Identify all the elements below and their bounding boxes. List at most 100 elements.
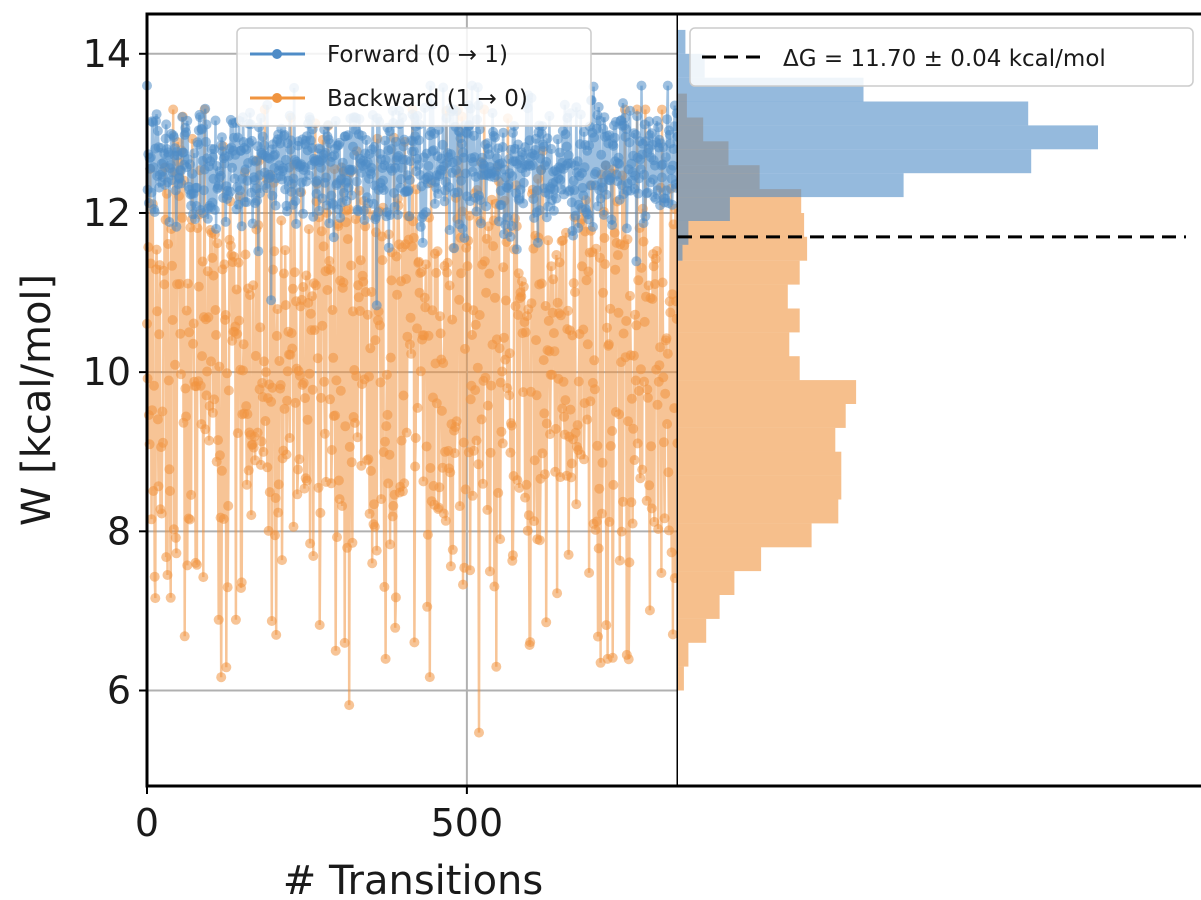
forward-point [182,115,193,126]
backward-point [170,359,181,370]
forward-point [396,162,407,173]
backward-point [369,521,380,532]
backward-point [307,291,318,302]
backward-point [593,631,603,642]
backward-point [552,297,563,308]
trace-series [142,80,683,738]
backward-point [421,441,432,452]
forward-point [359,215,370,225]
backward-point [661,333,672,344]
forward-point [404,211,415,222]
backward-point [231,284,242,295]
backward-point [427,305,438,316]
backward-point [287,343,298,354]
backward-histogram-bar [678,236,808,261]
forward-point [312,175,323,186]
backward-point [497,366,508,377]
backward-point [639,376,650,387]
backward-point [350,214,361,225]
backward-point [370,335,381,346]
backward-point [201,390,212,401]
backward-point [557,235,568,246]
forward-point [511,244,522,255]
backward-legend-marker [272,93,282,103]
backward-point [152,414,163,425]
backward-point [163,375,174,386]
backward-point [214,361,225,372]
backward-point [339,637,350,648]
backward-point [267,382,278,393]
backward-point [277,555,287,566]
backward-point [590,524,601,535]
forward-point [449,243,460,254]
backward-point [261,367,271,378]
backward-point [554,257,565,268]
backward-point [386,275,397,286]
backward-point [270,493,281,503]
backward-point [240,249,251,260]
backward-point [444,280,455,291]
forward-point [270,149,280,160]
backward-point [158,265,169,276]
forward-point [303,170,314,181]
backward-point [571,499,582,510]
backward-point [216,672,227,683]
backward-point [410,461,421,472]
backward-point [390,592,401,603]
backward-point [325,265,336,275]
axis-ticks: 6 8 10 12 14 0 500 [83,32,504,845]
forward-point [657,172,667,183]
legend-item-forward: Forward (0 → 1) [250,42,508,68]
forward-point [661,185,672,196]
forward-point [389,201,400,212]
forward-point [498,127,509,138]
forward-point [420,207,431,218]
backward-point [658,372,669,383]
backward-point [480,372,491,383]
forward-point [285,135,296,146]
forward-point [171,221,182,232]
forward-point [456,175,467,186]
backward-point [405,312,416,323]
forward-point [546,144,557,154]
backward-point [167,315,178,325]
backward-point [568,278,579,289]
forward-point [368,198,379,209]
backward-point [159,279,170,290]
backward-point [470,319,481,330]
backward-point [406,348,417,359]
backward-point [629,455,640,465]
forward-point [219,158,230,169]
backward-point [197,256,208,267]
backward-point [559,411,570,422]
backward-point [273,507,284,518]
backward-point [605,303,616,314]
forward-point [149,207,160,217]
forward-point [569,185,580,196]
forward-point [624,137,635,148]
backward-point [305,308,316,319]
backward-point [667,629,678,640]
backward-point [621,316,632,326]
forward-point [198,185,209,196]
backward-point [282,395,293,406]
forward-point [662,80,673,91]
forward-point [236,221,247,232]
backward-point [312,353,323,364]
backward-point [385,352,396,363]
forward-point [468,130,479,141]
forward-point [390,136,401,147]
backward-point [494,343,505,354]
backward-point [591,243,602,254]
forward-point [253,246,264,257]
backward-point [638,236,649,247]
backward-point [412,402,423,413]
backward-point [241,479,252,490]
forward-point [639,169,650,180]
y-tick-label: 6 [107,668,131,712]
forward-point [220,216,231,227]
forward-point [337,157,348,168]
backward-point [233,257,244,268]
backward-point [462,261,473,272]
forward-point [578,190,589,201]
